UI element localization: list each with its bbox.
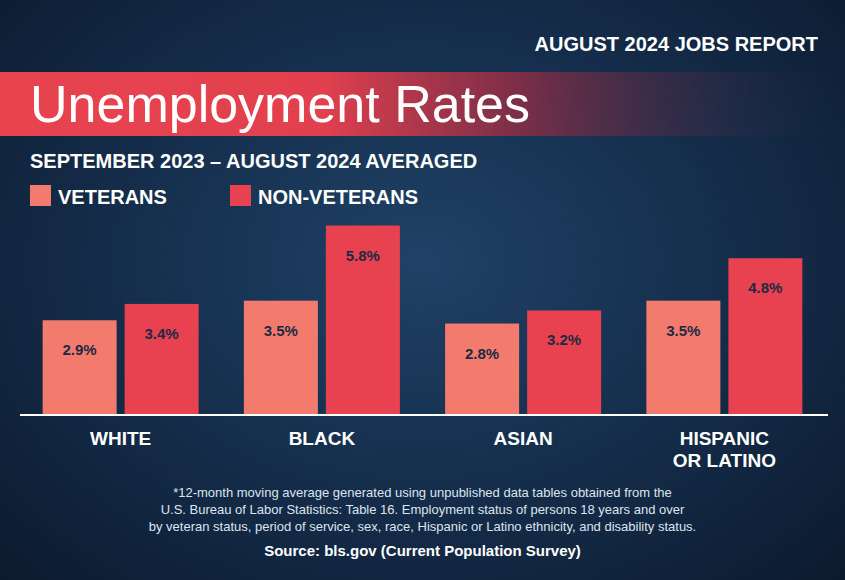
bar [125, 304, 199, 415]
title: Unemployment Rates [30, 75, 530, 133]
bars [43, 226, 803, 415]
data-label: 4.8% [748, 279, 782, 296]
data-label: 2.9% [63, 341, 97, 358]
data-label: 2.8% [465, 345, 499, 362]
legend-swatch [230, 185, 251, 206]
legend-label: NON-VETERANS [258, 186, 418, 208]
legend-swatch [30, 185, 51, 206]
footnote: by veteran status, period of service, se… [149, 519, 696, 534]
legend-label: VETERANS [58, 186, 167, 208]
data-labels: 2.9% 3.4% 3.5% 5.8% 2.8% 3.2% 3.5% 4.8% [63, 247, 783, 362]
source: Source: bls.gov (Current Population Surv… [264, 542, 581, 559]
data-label: 5.8% [346, 247, 380, 264]
category-label: WHITE [63, 428, 179, 450]
bar [728, 258, 802, 415]
bar [244, 301, 318, 415]
header: AUGUST 2024 JOBS REPORT [535, 33, 818, 55]
title-banner [0, 72, 845, 136]
bar [326, 226, 400, 415]
chart-stage: AUGUST 2024 JOBS REPORTUnemployment Rate… [0, 0, 845, 580]
chart-svg: AUGUST 2024 JOBS REPORTUnemployment Rate… [0, 0, 845, 580]
data-label: 3.4% [145, 325, 179, 342]
subtitle: SEPTEMBER 2023 – AUGUST 2024 AVERAGED [30, 150, 477, 172]
bar [445, 324, 519, 415]
category-label: HISPANIC OR LATINO [666, 428, 782, 472]
bar [527, 310, 601, 415]
data-label: 3.5% [666, 322, 700, 339]
bar [646, 301, 720, 415]
category-label: ASIAN [465, 428, 581, 450]
x-axis-line [20, 414, 828, 416]
footnote: *12-month moving average generated using… [173, 485, 672, 500]
bar [43, 320, 117, 415]
category-label: BLACK [264, 428, 380, 450]
data-label: 3.2% [547, 331, 581, 348]
data-label: 3.5% [264, 322, 298, 339]
footnote: U.S. Bureau of Labor Statistics: Table 1… [161, 502, 685, 517]
